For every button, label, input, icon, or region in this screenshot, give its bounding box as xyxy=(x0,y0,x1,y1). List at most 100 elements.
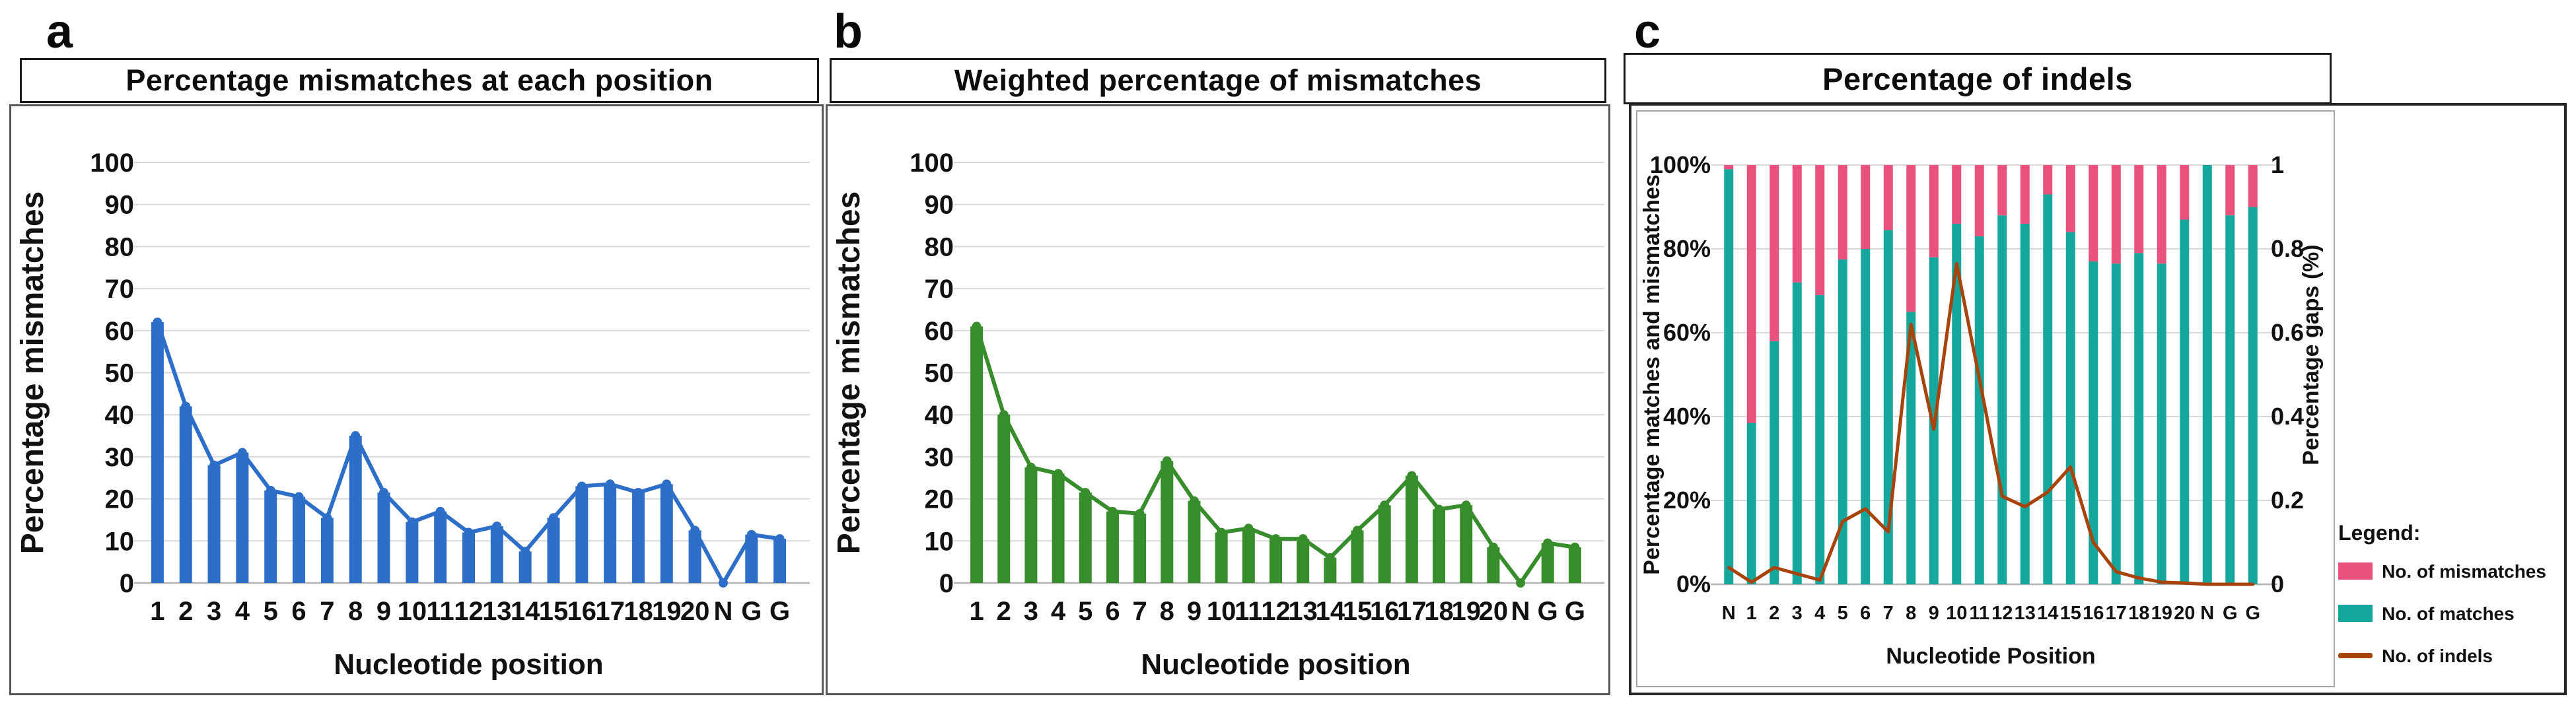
x-tick-label: 19 xyxy=(2151,603,2172,624)
data-point-marker xyxy=(1434,504,1444,514)
panel-c-title: Percentage of indels xyxy=(1822,61,2133,96)
bar-20 xyxy=(688,530,701,583)
data-point-marker xyxy=(1271,534,1281,544)
bar-mismatches-7 xyxy=(1883,165,1893,230)
x-tick-label: 5 xyxy=(264,597,278,626)
y-tick-label: 90 xyxy=(105,191,135,220)
y-tick-label: 20 xyxy=(105,485,135,514)
x-tick-label: 7 xyxy=(1133,597,1147,626)
x-tick-label: 8 xyxy=(1906,603,1916,624)
bar-mismatches-14 xyxy=(2043,165,2053,195)
left-y-tick-label: 60% xyxy=(1663,319,1711,346)
bar-2 xyxy=(179,406,192,583)
bar-mismatches-N xyxy=(1724,165,1734,170)
bar-9 xyxy=(377,493,390,583)
x-tick-label: 9 xyxy=(1187,597,1201,626)
bar-mismatches-2 xyxy=(1770,165,1779,341)
x-tick-label: 14 xyxy=(1316,597,1345,626)
data-point-marker xyxy=(1026,462,1036,472)
data-point-marker xyxy=(690,526,700,535)
y-tick-label: 90 xyxy=(925,191,954,220)
x-tick-label: 19 xyxy=(652,597,682,626)
bar-mismatches-1 xyxy=(1746,165,1756,423)
bar-G xyxy=(1541,543,1554,583)
bar-mismatches-G xyxy=(2248,165,2258,207)
y-tick-label: 30 xyxy=(105,443,135,472)
legend-swatch-mismatches xyxy=(2338,562,2373,580)
x-tick-label: 1 xyxy=(150,597,164,626)
bar-7 xyxy=(1133,513,1147,583)
data-point-marker xyxy=(1380,500,1390,510)
x-tick-label: 3 xyxy=(207,597,221,626)
y-axis-label: Percentage mismatches xyxy=(832,191,867,555)
data-point-marker xyxy=(1488,542,1498,552)
bar-matches-18 xyxy=(2134,253,2144,584)
right-y-tick-label: 0 xyxy=(2271,570,2284,597)
bar-5 xyxy=(1079,493,1092,583)
x-tick-label: 9 xyxy=(1929,603,1939,624)
data-point-marker xyxy=(775,534,785,544)
data-point-marker xyxy=(322,513,332,523)
right-y-tick-label: 0.4 xyxy=(2271,403,2304,430)
x-tick-label: 20 xyxy=(2174,603,2195,624)
legend-item-label: No. of matches xyxy=(2382,603,2515,624)
x-tick-label: 18 xyxy=(624,597,653,626)
legend-item-label: No. of indels xyxy=(2382,646,2493,666)
x-tick-label: N xyxy=(1722,603,1736,624)
data-point-marker xyxy=(464,528,474,537)
bar-mismatches-19 xyxy=(2157,165,2166,264)
left-y-tick-label: 40% xyxy=(1663,403,1711,430)
x-axis-label: Nucleotide Position xyxy=(1886,644,2095,669)
bar-matches-17 xyxy=(2111,263,2121,584)
x-tick-label: G xyxy=(2223,603,2238,624)
x-tick-label: 18 xyxy=(1424,597,1454,626)
y-tick-label: 10 xyxy=(105,527,135,556)
bar-11 xyxy=(1242,528,1255,583)
y-tick-label: 0 xyxy=(120,569,134,598)
left-y-tick-label: 80% xyxy=(1663,235,1711,262)
y-tick-label: 0 xyxy=(939,569,954,598)
data-point-marker xyxy=(153,318,162,327)
bar-18 xyxy=(631,493,645,583)
x-tick-label: 10 xyxy=(1207,597,1236,626)
bar-matches-G xyxy=(2248,207,2258,584)
bar-G xyxy=(1568,547,1581,583)
bar-8 xyxy=(1161,461,1174,583)
data-point-marker xyxy=(718,578,728,588)
data-point-marker xyxy=(492,522,502,531)
bar-9 xyxy=(1188,500,1201,583)
y-tick-label: 100 xyxy=(910,149,954,178)
bar-G xyxy=(745,534,758,583)
y-tick-label: 50 xyxy=(105,359,135,388)
data-point-marker xyxy=(972,322,982,331)
bar-matches-13 xyxy=(2020,223,2030,584)
bar-12 xyxy=(1270,539,1282,583)
data-point-marker xyxy=(746,529,756,539)
x-tick-label: 1 xyxy=(969,597,984,626)
data-point-marker xyxy=(1244,524,1254,533)
bar-15 xyxy=(547,518,560,583)
bar-mismatches-11 xyxy=(1974,165,1984,236)
x-tick-label: 15 xyxy=(539,597,569,626)
x-tick-label: 15 xyxy=(2060,603,2081,624)
bar-17 xyxy=(1405,475,1418,583)
bar-mismatches-3 xyxy=(1792,165,1802,283)
x-tick-label: 7 xyxy=(1883,603,1894,624)
y-tick-label: 20 xyxy=(925,485,954,514)
x-tick-label: 6 xyxy=(291,597,306,626)
right-y-tick-label: 0.6 xyxy=(2271,319,2304,346)
x-tick-label: 7 xyxy=(320,597,334,626)
y-tick-label: 30 xyxy=(925,443,954,472)
x-tick-label: 17 xyxy=(1397,597,1427,626)
x-tick-label: 4 xyxy=(235,597,250,626)
data-point-marker xyxy=(266,485,275,495)
y-tick-label: 70 xyxy=(925,275,954,304)
legend-swatch-matches xyxy=(2338,605,2373,622)
x-tick-label: N xyxy=(2200,603,2214,624)
bar-10 xyxy=(1215,532,1228,583)
bar-mismatches-12 xyxy=(1997,165,2007,216)
x-tick-label: 18 xyxy=(2128,603,2149,624)
x-tick-label: 6 xyxy=(1105,597,1120,626)
bar-3 xyxy=(1024,467,1038,583)
